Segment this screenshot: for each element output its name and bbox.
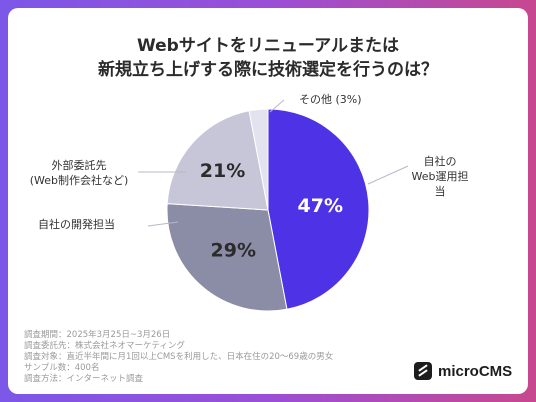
footnote-sample: サンプル数：400名 xyxy=(24,363,100,373)
microcms-logo-icon xyxy=(414,362,432,380)
footnote-period: 調査期間：2025年3月25日~3月26日 xyxy=(24,330,171,340)
title-line-2: 新規立ち上げする際に技術選定を行うのは？ xyxy=(98,60,438,80)
slice-label-web-operations: 自社の Web運用担当 xyxy=(411,155,469,198)
value-label-dev-team: 29% xyxy=(211,239,256,261)
value-label-web-operations: 47% xyxy=(298,195,343,217)
logo-text: microCMS xyxy=(438,362,513,380)
slice-label-outsourced: 外部委託先 (Web制作会社など) xyxy=(29,159,129,187)
title-line-1: Webサイトをリニューアルまたは xyxy=(137,36,399,56)
footnote-target: 調査対象：直近半年間に月1回以上CMSを利用した、日本在住の20～69歳の男女 xyxy=(24,352,334,362)
pie-chart: 47% 29% 21% xyxy=(138,99,409,312)
slice-web-operations xyxy=(267,108,370,310)
slice-outsourced xyxy=(166,110,269,211)
leader-line-dev-team xyxy=(147,221,179,227)
slice-label-other: その他 (3%) xyxy=(299,93,362,106)
leader-line-web-operations xyxy=(367,165,409,185)
leader-line-other xyxy=(269,99,285,113)
chart-title: Webサイトをリニューアルまたは 新規立ち上げする際に技術選定を行うのは？ xyxy=(8,34,528,82)
survey-footnotes: 調査期間：2025年3月25日~3月26日 調査委託先：株式会社ネオマーケティン… xyxy=(24,330,333,385)
infographic-card: Webサイトをリニューアルまたは 新規立ち上げする際に技術選定を行うのは？ 47… xyxy=(8,8,528,394)
footnote-method: 調査方法：インターネット調査 xyxy=(24,374,144,384)
slice-other xyxy=(248,108,269,211)
footnote-contractor: 調査委託先：株式会社ネオマーケティング xyxy=(24,341,185,351)
slice-label-dev-team: 自社の開発担当 xyxy=(38,218,115,231)
brand-logo: microCMS xyxy=(414,362,512,380)
value-label-outsourced: 21% xyxy=(200,160,245,182)
